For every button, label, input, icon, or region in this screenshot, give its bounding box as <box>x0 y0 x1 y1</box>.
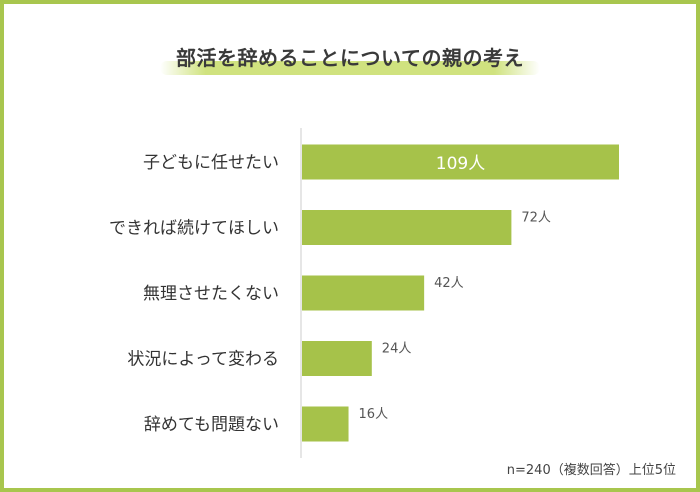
bar <box>302 406 349 442</box>
category-label: できれば続けてほしい <box>109 219 279 239</box>
data-label: 109人 <box>436 154 485 174</box>
data-label: 42人 <box>434 276 464 291</box>
chart-title: 部活を辞めることについての親の考え <box>176 46 524 70</box>
bar <box>302 144 619 180</box>
bar <box>302 210 512 245</box>
title-highlight: 部活を辞めることについての親の考え <box>160 40 540 77</box>
data-label: 16人 <box>359 407 389 422</box>
sample-size-note: n=240（複数回答）上位5位 <box>506 463 676 478</box>
category-label: 子どもに任せたい <box>143 153 279 173</box>
data-label: 72人 <box>521 211 551 226</box>
data-label: 24人 <box>382 342 412 357</box>
category-label: 無理させたくない <box>143 284 279 304</box>
category-label: 辞めても問題ない <box>144 415 279 435</box>
chart-title-wrap: 部活を辞めることについての親の考え <box>0 40 700 77</box>
category-label: 状況によって変わる <box>127 350 279 370</box>
bar <box>302 275 425 311</box>
bar <box>302 341 372 376</box>
